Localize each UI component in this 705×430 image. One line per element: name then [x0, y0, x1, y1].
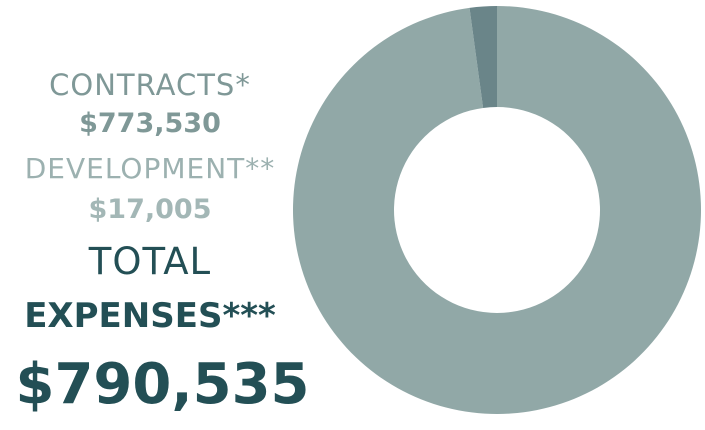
chart-legend: CONTRACTS* $773,530 DEVELOPMENT** $17,00…: [0, 0, 309, 430]
total-label: TOTAL: [88, 240, 212, 283]
slice-contracts: [293, 6, 701, 415]
slice-development: [469, 6, 497, 108]
total-expenses-label: EXPENSES***: [24, 296, 276, 336]
development-label: DEVELOPMENT**: [24, 152, 276, 185]
contracts-value: $773,530: [79, 108, 221, 139]
development-value: $17,005: [88, 194, 212, 225]
donut-chart: [293, 6, 701, 415]
total-expenses-value: $790,535: [15, 352, 310, 417]
contracts-label: CONTRACTS*: [49, 68, 251, 102]
